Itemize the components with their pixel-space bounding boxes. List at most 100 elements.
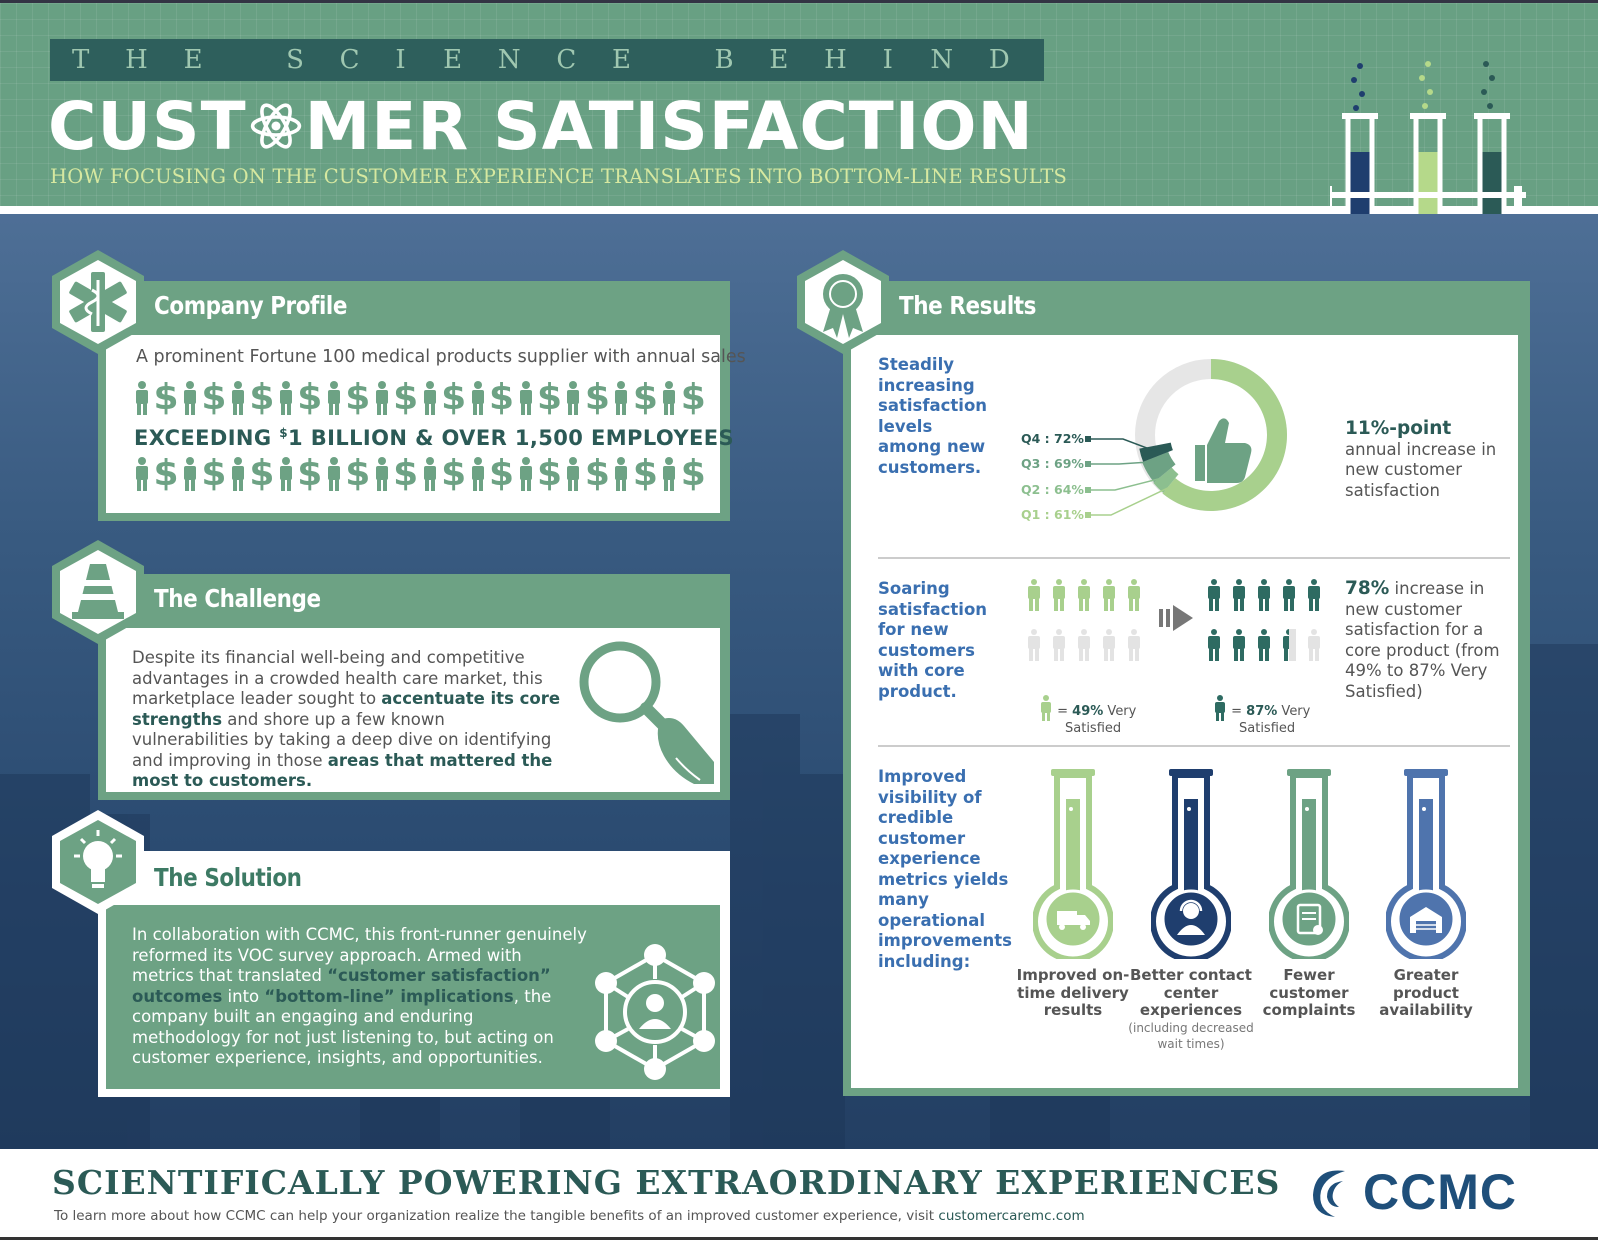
headset-agent-icon [1177,899,1205,935]
company-profile-panel: Company Profile A prominent Fortune 100 … [98,281,746,521]
dollar-sign-icon: $ [345,453,371,494]
satisfaction-donut-chart: Q1 : 61% Q2 : 64% Q3 : 69% Q4 : 72% [1021,359,1287,522]
money-row-bottom: $ $ $ $ $ $ $ $ $ $ $ $ [134,455,706,493]
donut-slice-q4 [1139,442,1173,462]
kicker-letter: H [125,45,148,75]
money-row-top: $ $ $ $ $ $ $ $ $ $ $ $ [134,379,706,417]
kicker-letter: N [930,45,954,75]
kicker-letter: S [286,45,304,75]
kicker-letter: I [882,45,893,75]
flask-graphic [1386,769,1466,959]
person-satisfied [1078,579,1090,611]
person-satisfied [1258,579,1270,611]
person-satisfied [1283,579,1295,611]
results-stat-2: 78% increase in new customer satisfactio… [1345,578,1500,701]
dollar-sign-icon: $ [489,377,515,418]
title-part-2: MER SATISFACTION [304,88,1034,165]
person-icon [567,381,580,415]
ccmc-swirl-icon [1313,1170,1345,1217]
kicker-letter: C [339,45,360,75]
dollar-sign-icon: $ [393,377,419,418]
profile-intro: A prominent Fortune 100 medical products… [136,347,746,367]
person-icon [327,381,340,415]
kicker-letter: C [556,45,577,75]
flask-graphic [1151,769,1231,959]
dollar-sign-icon: $ [441,377,467,418]
person-icon [327,457,340,491]
dollar-sign-icon: $ [536,453,562,494]
person-icon [183,381,196,415]
person-icon [375,381,388,415]
kicker-letter: H [824,45,847,75]
flask-label: Greater product availability [1379,966,1473,1019]
person-satisfied [1103,579,1115,611]
logo-text: CCMC [1363,1164,1517,1220]
person-icon [423,457,436,491]
quarter-label-q4: Q4 : 72% [1021,431,1084,446]
person-satisfied [1208,579,1220,611]
results-lead-3: Improved visibility of credible customer… [878,767,1012,971]
results-lead-1: Steadily increasing satisfaction levels … [878,355,988,477]
flask-graphic [1033,769,1113,959]
people-comparison-graphic [1028,579,1320,661]
person-not-satisfied [1053,629,1065,661]
footer: SCIENTIFICALLY POWERING EXTRAORDINARY EX… [0,1149,1598,1240]
person-not-satisfied [1028,629,1040,661]
dollar-sign-icon: $ [393,453,419,494]
solution-content: In collaboration with CCMC, this front-r… [106,905,720,1089]
person-partial [1283,629,1296,661]
person-icon [231,457,244,491]
quarter-label-q2: Q2 : 64% [1021,482,1084,497]
footer-title: SCIENTIFICALLY POWERING EXTRAORDINARY EX… [52,1163,1281,1202]
clipboard-check-icon [1296,903,1323,935]
leader-line [1091,475,1171,491]
dollar-sign-icon: $ [153,453,179,494]
ccmc-logo: CCMC [1305,1163,1555,1221]
dollar-sign-icon: $ [584,453,610,494]
leader-marker [1085,487,1091,493]
person-icon [183,457,196,491]
leader-marker [1085,436,1091,442]
flask-graphic [1269,769,1349,959]
flask-label: Improved on-time delivery results [1016,966,1130,1019]
kicker-letter: E [183,45,203,75]
dollar-sign-icon: $ [297,377,323,418]
leader-line [1091,460,1160,465]
challenge-text: Despite its financial well-being and com… [132,648,561,790]
person-not-satisfied [1128,629,1140,661]
traffic-cone-icon [52,540,144,644]
dollar-sign-icon: $ [632,377,658,418]
person-icon [471,457,484,491]
dollar-sign-icon: $ [201,453,227,494]
person-satisfied [1028,579,1040,611]
person-icon [136,381,148,415]
kicker-letter: I [395,45,406,75]
kicker-letter: E [769,45,789,75]
footer-link[interactable]: customercaremc.com [938,1208,1085,1224]
leader-marker [1085,512,1091,518]
challenge-title: The Challenge [154,584,321,613]
dollar-sign-icon: $ [632,453,658,494]
footer-text: To learn more about how CCMC can help yo… [54,1208,1085,1224]
person-satisfied [1233,579,1245,611]
person-icon [663,457,676,491]
kicker-letter: B [714,45,734,75]
person-icon [279,381,292,415]
person-icon [615,381,628,415]
person-satisfied [1258,629,1270,661]
header-banner: T H E S C I E N C E B E H I N D CUST MER SATISFACTION H… [0,0,1598,210]
warehouse-icon [1410,907,1442,933]
results-title: The Results [899,291,1036,320]
after-legend: = 87% Very Satisfied [1213,695,1343,737]
dollar-sign-icon: $ [680,377,706,418]
person-satisfied [1233,629,1245,661]
quarter-label-q3: Q3 : 69% [1021,456,1084,471]
results-panel: The Results Steadily increasing satisfac… [843,281,1530,1096]
kicker-letter: D [988,45,1010,75]
person-dark-icon [1215,695,1225,721]
person-icon [279,457,292,491]
award-ribbon-icon [797,250,889,354]
person-satisfied [1053,579,1065,611]
kicker-letter: E [612,45,632,75]
